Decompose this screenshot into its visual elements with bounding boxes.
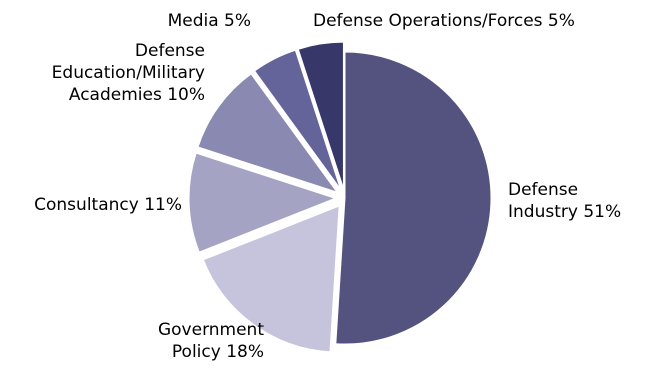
slice-label-media: Media 5%	[168, 11, 251, 31]
pie-slice-defense-industry	[335, 51, 492, 345]
pie-slice-consultancy	[188, 152, 337, 253]
pie-slice-defense-education-military-academies	[197, 73, 339, 194]
pie-slices	[188, 41, 492, 353]
pie-slice-defense-operations-forces	[297, 41, 344, 189]
pie-slice-media	[253, 49, 341, 190]
slice-label-consultancy: Consultancy 11%	[34, 195, 182, 215]
slice-label-defense-education-military-academies: Defense Education/Military Academies 10%	[52, 41, 205, 105]
slice-label-defense-operations-forces: Defense Operations/Forces 5%	[313, 11, 575, 31]
slice-label-government-policy: Government Policy 18%	[158, 320, 264, 362]
slice-label-defense-industry: Defense Industry 51%	[508, 180, 621, 222]
pie-slice-government-policy	[202, 205, 340, 353]
pie-labels: Defense Industry 51% Government Policy 18% C…	[34, 11, 621, 362]
